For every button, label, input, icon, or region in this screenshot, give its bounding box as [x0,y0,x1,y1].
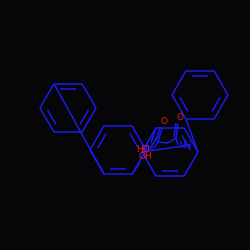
Text: NH: NH [140,144,154,152]
Text: O: O [176,114,184,122]
Text: NH: NH [178,140,192,149]
Text: HO: HO [136,145,150,154]
Text: O: O [160,118,168,126]
Text: OH: OH [138,152,152,161]
